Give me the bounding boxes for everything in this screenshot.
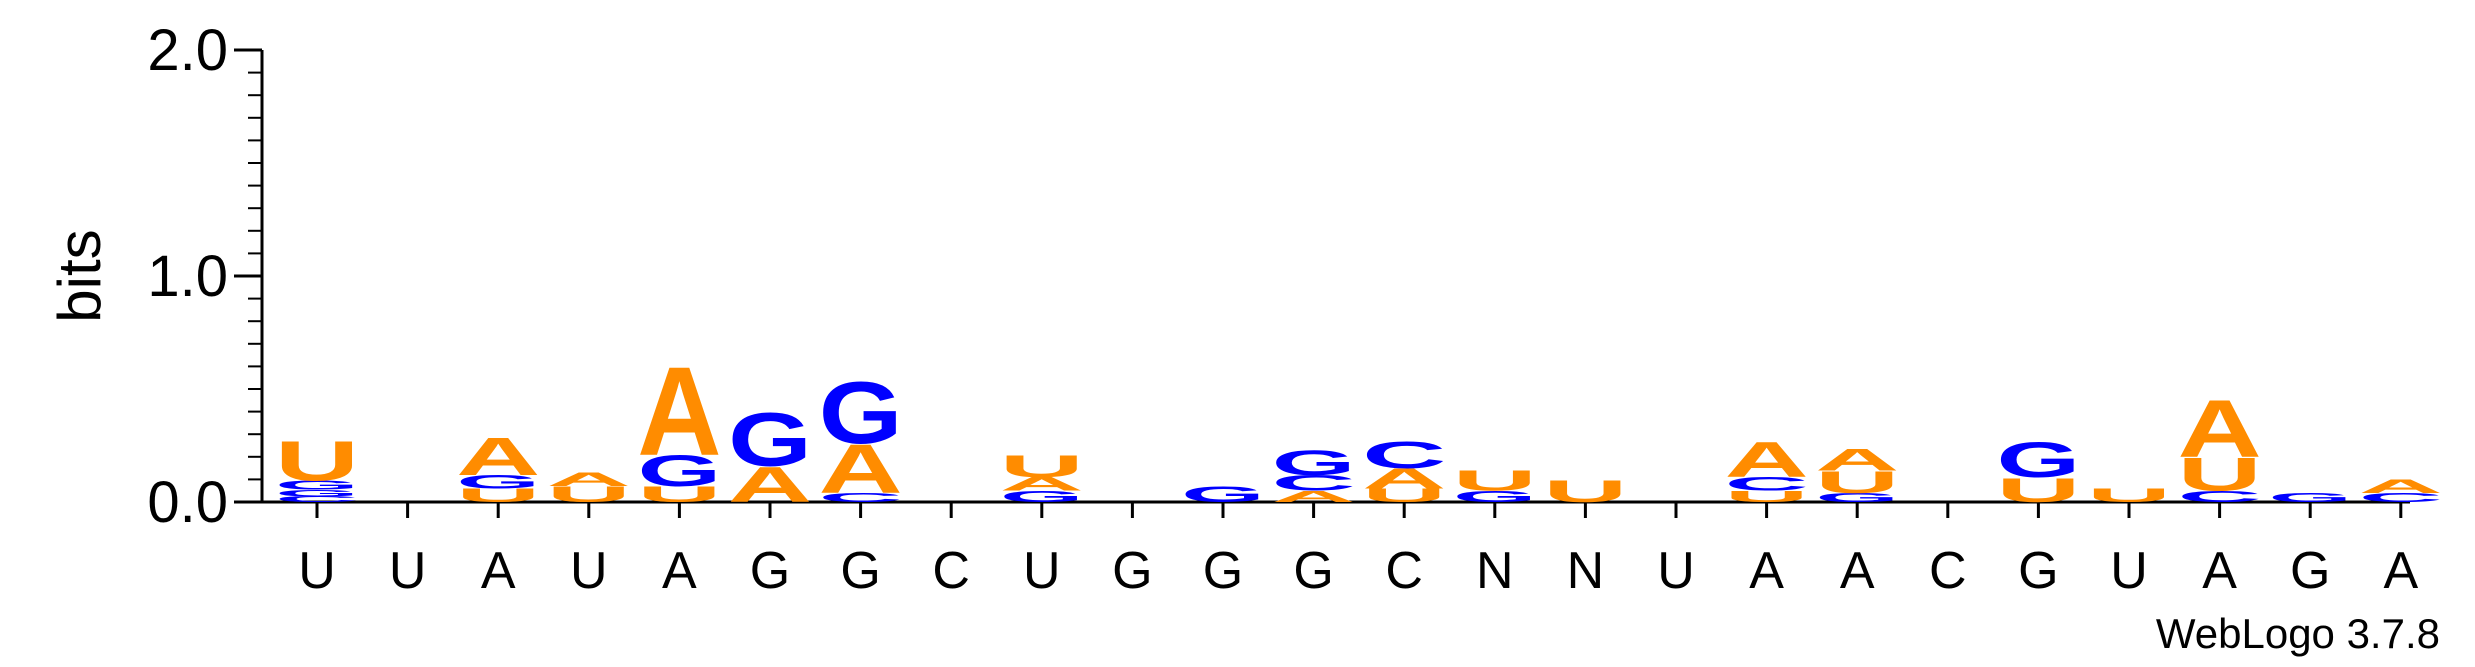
logo-letter-U: U — [1362, 485, 1446, 506]
x-tick-label: A — [662, 542, 697, 600]
x-tick-label: A — [2202, 542, 2237, 600]
y-tick-label: 1.0 — [147, 244, 228, 309]
x-tick-label: G — [750, 542, 790, 600]
logo-letter-G: G — [275, 488, 359, 499]
x-tick-label: C — [1929, 542, 1967, 600]
logo-letter-A: A — [2359, 476, 2443, 497]
logo-letter-A: A — [728, 457, 812, 513]
logo-letter-A: A — [1724, 432, 1808, 488]
logo-letter-A: A — [1000, 473, 1084, 494]
y-tick-label: 0.0 — [147, 470, 228, 535]
logo-letter-A: A — [456, 427, 540, 487]
logo-letter-C: C — [1362, 434, 1446, 476]
logo-letter-G: G — [819, 363, 903, 462]
logo-letter-U: U — [547, 482, 631, 507]
logo-letter-C: C — [275, 495, 359, 504]
logo-letter-U: U — [1815, 465, 1899, 500]
x-tick-label: G — [1293, 542, 1333, 600]
x-tick-label: U — [570, 542, 608, 600]
x-tick-label: N — [1476, 542, 1514, 600]
logo-letter-G: G — [1181, 482, 1265, 506]
x-tick-label: C — [932, 542, 970, 600]
logo-letter-A: A — [637, 340, 721, 481]
logo-letter-A: A — [1815, 442, 1899, 477]
x-tick-label: U — [389, 542, 427, 600]
logo-letter-A: A — [547, 469, 631, 490]
x-tick-label: U — [1657, 542, 1695, 600]
logo-letter-A: A — [818, 431, 902, 508]
logo-letter-G: G — [1815, 491, 1899, 505]
logo-letter-U: U — [2177, 448, 2261, 501]
logo-letter-U: U — [1724, 488, 1808, 506]
x-tick-label: U — [298, 542, 336, 600]
x-tick-label: G — [2290, 542, 2330, 600]
x-tick-label: A — [1749, 542, 1784, 600]
logo-letter-U: U — [1000, 449, 1084, 484]
logo-letter-G: G — [456, 472, 540, 493]
logo-letter-G: G — [638, 446, 722, 495]
y-axis-label: bits — [46, 229, 113, 322]
logo-letter-G: G — [728, 397, 812, 482]
logo-letter-A: A — [1362, 463, 1446, 495]
logo-letter-C: C — [2359, 491, 2443, 505]
logo-letter-G: G — [1453, 488, 1537, 506]
logo-letter-U: U — [637, 482, 721, 507]
y-tick-label: 2.0 — [147, 18, 228, 83]
x-tick-label: G — [2018, 542, 2058, 600]
logo-letter-U: U — [1453, 465, 1537, 497]
logo-letter-U: U — [1996, 471, 2080, 510]
logo-letter-C: C — [818, 491, 902, 505]
logo-letter-U: U — [1543, 474, 1627, 509]
y-axis: bits 0.0 1.0 2.0 — [46, 18, 264, 535]
logo-letter-G: G — [2268, 491, 2352, 505]
logo-letter-A: A — [2177, 384, 2261, 475]
x-tick-label: A — [1840, 542, 1875, 600]
logo-letter-G: G — [1272, 444, 1356, 483]
x-tick-label: U — [2110, 542, 2148, 600]
x-tick-label: N — [1567, 542, 1605, 600]
x-tick-label: G — [840, 542, 880, 600]
logo-letter-U: U — [2087, 485, 2171, 506]
logo-letter-C: C — [1271, 471, 1355, 496]
x-tick-label: G — [1112, 542, 1152, 600]
weblogo-credit: WebLogo 3.7.8 — [2156, 610, 2440, 657]
logo-letter-G: G — [1997, 432, 2081, 488]
logo-letter-G: G — [1000, 488, 1084, 506]
logo-letter-U: U — [456, 485, 540, 506]
x-tick-label: A — [2383, 542, 2418, 600]
logo-letter-C: C — [2177, 488, 2261, 506]
logo-letter-C: C — [1724, 473, 1808, 494]
x-tick-label: G — [1203, 542, 1243, 600]
x-tick-label: A — [481, 542, 516, 600]
logo-letter-A: A — [1271, 488, 1355, 506]
x-tick-label: C — [1385, 542, 1423, 600]
logo-letter-U: U — [275, 430, 359, 493]
x-tick-label: U — [1023, 542, 1061, 600]
logo-letter-G: G — [275, 478, 359, 492]
